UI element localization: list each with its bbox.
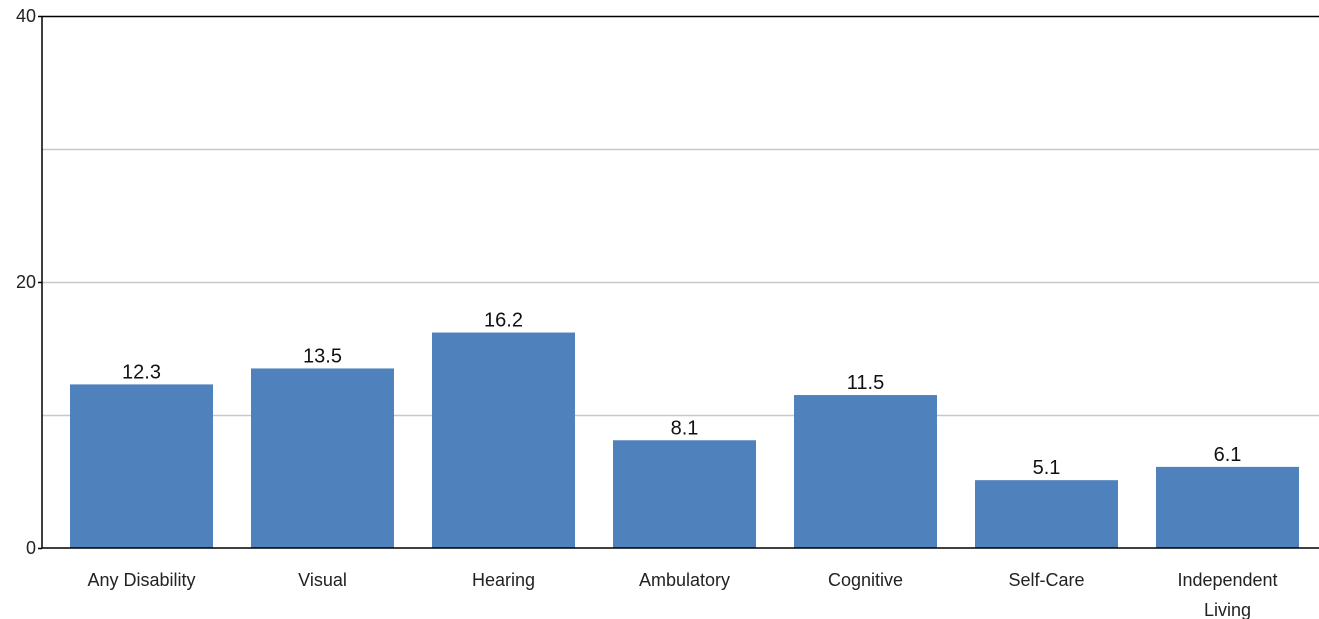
x-category-label: Cognitive [828, 570, 903, 590]
x-category-label: Hearing [472, 570, 535, 590]
value-labels: 12.3 13.5 16.2 8.1 11.5 5.1 6.1 [122, 310, 1241, 480]
bar-value-label: 13.5 [303, 345, 342, 367]
x-category-label: Independent Living [1177, 570, 1277, 619]
bar-value-label: 16.2 [484, 310, 523, 332]
bar [1156, 466, 1299, 548]
x-category-label: Ambulatory [639, 570, 730, 590]
y-tick-labels: 0 20 40 [16, 6, 42, 558]
bars [70, 332, 1299, 548]
bar-value-label: 8.1 [671, 417, 699, 439]
x-category-label: Any Disability [87, 570, 195, 590]
bar [70, 384, 213, 548]
y-tick-label: 0 [26, 538, 36, 558]
bar [251, 368, 394, 548]
y-tick-label: 20 [16, 272, 36, 292]
gridlines [42, 15, 1319, 417]
category-labels: Any Disability Visual Hearing Ambulatory Cog… [87, 570, 1277, 619]
bar [432, 332, 575, 548]
bar [794, 395, 937, 548]
bar [975, 480, 1118, 548]
bar-value-label: 5.1 [1033, 457, 1061, 479]
bar-value-label: 12.3 [122, 361, 161, 383]
bar [613, 440, 756, 548]
y-tick-label: 40 [16, 6, 36, 26]
bar-value-label: 6.1 [1214, 444, 1242, 466]
bar-value-label: 11.5 [847, 372, 884, 394]
x-category-label: Self-Care [1008, 570, 1084, 590]
x-category-label: Visual [298, 570, 347, 590]
